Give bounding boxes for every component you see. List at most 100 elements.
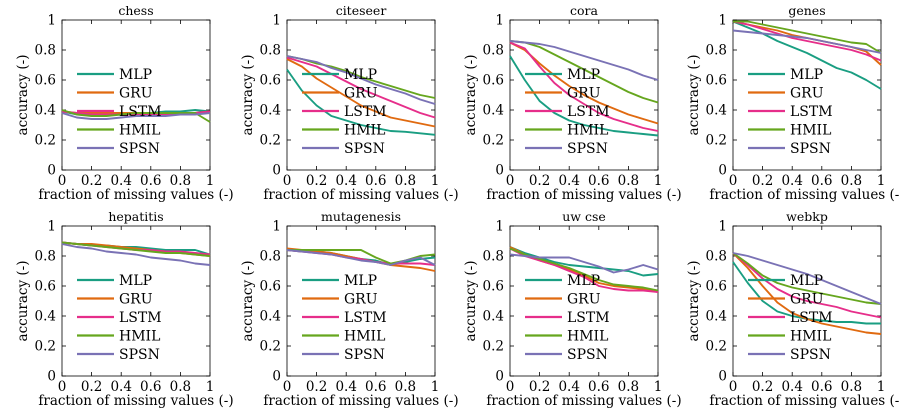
legend-label-hmil: HMIL [344,329,385,345]
y-tick-label: 0 [272,163,281,179]
x-tick-label: 0 [283,173,292,189]
y-tick-label: 0.8 [706,43,727,59]
x-tick-label: 0.4 [110,173,131,189]
x-tick-label: 0.8 [841,173,862,189]
legend-label-lstm: LSTM [119,310,162,326]
y-tick-label: 0.6 [260,73,281,89]
x-axis-title: fraction of missing values (-) [38,187,233,203]
y-tick-label: 1 [495,219,504,235]
legend-label-lstm: LSTM [790,104,833,120]
x-tick-label: 1 [431,379,440,395]
series-line-spsn [286,249,436,266]
legend-label-hmil: HMIL [119,123,160,139]
y-axis-title: accuracy (-) [240,55,256,136]
y-tick-label: 0.8 [35,249,56,265]
y-tick-label: 0 [718,369,727,385]
y-tick-label: 0.4 [260,309,281,325]
x-axis-title: fraction of missing values (-) [263,187,458,203]
x-axis-title: fraction of missing values (-) [38,393,233,408]
legend-label-mlp: MLP [567,273,600,289]
x-tick-label: 0.8 [395,173,416,189]
legend-label-hmil: HMIL [567,123,608,139]
y-tick-label: 0.2 [483,133,504,149]
x-tick-label: 0.6 [140,379,161,395]
y-axis-title: accuracy (-) [686,261,702,342]
y-tick-label: 0.2 [35,133,56,149]
y-tick-label: 0.4 [35,103,56,119]
x-axis-title: fraction of missing values (-) [486,393,681,408]
y-tick-label: 0.4 [483,309,504,325]
series-line-hmil [732,252,882,305]
y-tick-label: 0 [47,163,56,179]
x-tick-label: 0.8 [170,379,191,395]
y-tick-label: 0.2 [260,339,281,355]
series-line-mlp [286,68,436,136]
x-tick-label: 0.6 [811,379,832,395]
y-axis-title: accuracy (-) [463,261,479,342]
legend-label-gru: GRU [119,292,153,308]
x-tick-label: 0.8 [618,379,639,395]
y-tick-label: 0.2 [260,133,281,149]
panel-title: uw cse [562,209,606,224]
legend-label-spsn: SPSN [790,141,831,157]
panel-genes: 0 0.2 0.4 0.6 0.8 1 0 0.2 0.4 0.6 0.8 1 genes fractio… [686,3,899,203]
series-line-hmil [61,109,211,123]
x-tick-label: 1 [654,173,663,189]
y-tick-label: 1 [47,219,56,235]
y-tick-label: 0.8 [260,43,281,59]
panel-mutagenesis: 0 0.2 0.4 0.6 0.8 1 0 0.2 0.4 0.6 0.8 1 mutagenesis f… [240,209,459,409]
x-tick-label: 0.8 [618,173,639,189]
y-tick-label: 0.2 [483,339,504,355]
x-tick-label: 0 [58,173,67,189]
y-axis-title: accuracy (-) [463,55,479,136]
panel-title: chess [118,3,153,18]
x-tick-label: 1 [206,173,215,189]
y-tick-label: 1 [272,219,281,235]
legend-label-spsn: SPSN [344,347,385,363]
y-axis-title: accuracy (-) [686,55,702,136]
plot-frame [732,225,882,377]
series-line-gru [509,41,659,125]
legend-label-mlp: MLP [344,67,377,83]
x-tick-label: 0 [283,379,292,395]
series-line-mlp [509,246,659,277]
x-tick-label: 1 [877,173,886,189]
legend-label-hmil: HMIL [119,329,160,345]
y-tick-label: 0.4 [260,103,281,119]
x-tick-label: 0.4 [558,173,579,189]
y-tick-label: 0.8 [260,249,281,265]
y-axis-title: accuracy (-) [15,55,31,136]
legend-label-gru: GRU [344,86,378,102]
x-tick-label: 0.2 [306,173,327,189]
series-line-spsn [732,252,882,305]
legend-label-spsn: SPSN [567,141,608,157]
x-tick-label: 0.6 [140,173,161,189]
series-line-lstm [509,41,659,132]
legend-label-spsn: SPSN [344,141,385,157]
plot-frame [286,225,436,377]
x-tick-label: 0.6 [588,379,609,395]
legend-label-mlp: MLP [567,67,600,83]
y-tick-label: 0.2 [706,133,727,149]
x-tick-label: 0.2 [306,379,327,395]
y-tick-label: 0.8 [706,249,727,265]
panel-title: mutagenesis [321,209,401,224]
y-tick-label: 0.6 [706,279,727,295]
series-line-hmil [509,40,659,104]
y-tick-label: 0 [47,369,56,385]
legend-label-hmil: HMIL [344,123,385,139]
y-tick-label: 0.6 [260,279,281,295]
plot-frame [61,225,211,377]
y-tick-label: 0.6 [35,73,56,89]
x-tick-label: 0.2 [529,379,550,395]
x-tick-label: 0.4 [335,173,356,189]
legend-label-hmil: HMIL [567,329,608,345]
x-tick-label: 0.2 [752,173,773,189]
x-tick-label: 0 [729,173,738,189]
legend-label-gru: GRU [567,86,601,102]
y-tick-label: 1 [718,13,727,29]
legend-label-mlp: MLP [344,273,377,289]
y-tick-label: 0.4 [483,103,504,119]
legend-label-lstm: LSTM [790,310,833,326]
legend-label-spsn: SPSN [567,347,608,363]
